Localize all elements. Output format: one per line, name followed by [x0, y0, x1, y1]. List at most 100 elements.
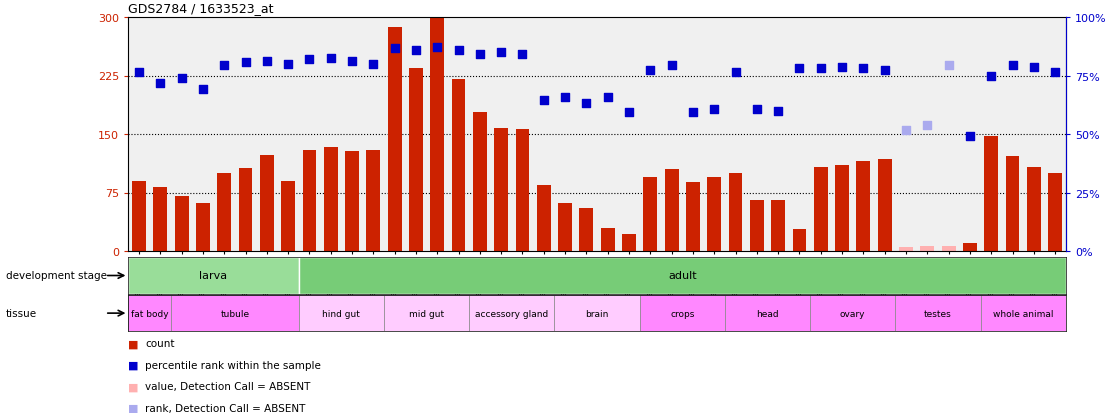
Text: tubule: tubule: [220, 309, 250, 318]
Bar: [856, 161, 870, 252]
Point: [194, 86, 212, 93]
Point: [492, 50, 510, 56]
Text: value, Detection Call = ABSENT: value, Detection Call = ABSENT: [145, 382, 310, 392]
Text: hind gut: hind gut: [323, 309, 360, 318]
Point: [727, 69, 744, 76]
Text: mid gut: mid gut: [410, 309, 444, 318]
Point: [343, 59, 360, 66]
Text: ■: ■: [128, 360, 138, 370]
Point: [663, 63, 681, 69]
Point: [834, 64, 852, 71]
Bar: [516, 129, 529, 252]
Point: [429, 44, 446, 51]
Bar: [981, 296, 1066, 331]
Bar: [128, 257, 299, 294]
Bar: [1006, 157, 1019, 252]
Point: [152, 81, 170, 88]
Text: testes: testes: [924, 309, 952, 318]
Point: [1024, 64, 1042, 71]
Point: [684, 109, 702, 116]
Bar: [384, 296, 469, 331]
Point: [471, 52, 489, 59]
Point: [365, 62, 383, 68]
Bar: [810, 296, 895, 331]
Bar: [431, 18, 444, 252]
Point: [237, 60, 254, 66]
Bar: [239, 168, 252, 252]
Bar: [1048, 173, 1062, 252]
Point: [215, 63, 233, 69]
Bar: [281, 181, 295, 252]
Bar: [835, 166, 849, 252]
Bar: [299, 296, 384, 331]
Bar: [128, 296, 171, 331]
Bar: [878, 159, 892, 252]
Bar: [665, 170, 679, 252]
Text: whole animal: whole animal: [993, 309, 1054, 318]
Text: ■: ■: [128, 403, 138, 413]
Bar: [153, 188, 167, 252]
Point: [300, 57, 318, 63]
Bar: [750, 201, 763, 252]
Bar: [366, 150, 381, 252]
Bar: [324, 148, 338, 252]
Bar: [622, 234, 636, 252]
Point: [1003, 63, 1021, 69]
Bar: [537, 185, 550, 252]
Point: [876, 68, 894, 74]
Point: [897, 128, 915, 134]
Text: tissue: tissue: [6, 309, 37, 318]
Bar: [644, 178, 657, 252]
Bar: [686, 183, 700, 252]
Bar: [494, 128, 508, 252]
Point: [577, 100, 595, 107]
Bar: [639, 296, 725, 331]
Text: count: count: [145, 339, 174, 349]
Text: fat body: fat body: [131, 309, 169, 318]
Point: [513, 52, 531, 59]
Bar: [218, 173, 231, 252]
Text: larva: larva: [200, 271, 228, 281]
Point: [258, 59, 276, 66]
Bar: [302, 150, 316, 252]
Bar: [558, 203, 573, 252]
Bar: [895, 296, 981, 331]
Text: percentile rank within the sample: percentile rank within the sample: [145, 360, 321, 370]
Text: head: head: [757, 309, 779, 318]
Point: [407, 47, 425, 54]
Point: [1046, 69, 1064, 76]
Bar: [899, 247, 913, 252]
Bar: [171, 296, 299, 331]
Bar: [1027, 167, 1041, 252]
Point: [620, 109, 638, 116]
Text: ovary: ovary: [840, 309, 866, 318]
Point: [173, 75, 191, 82]
Point: [599, 94, 617, 101]
Point: [705, 107, 723, 113]
Bar: [792, 230, 807, 252]
Bar: [729, 173, 742, 252]
Bar: [410, 69, 423, 252]
Point: [131, 69, 148, 76]
Point: [535, 98, 552, 104]
Bar: [579, 209, 594, 252]
Text: rank, Detection Call = ABSENT: rank, Detection Call = ABSENT: [145, 403, 306, 413]
Bar: [469, 296, 555, 331]
Bar: [725, 296, 810, 331]
Point: [748, 107, 766, 113]
Bar: [963, 244, 976, 252]
Bar: [452, 80, 465, 252]
Bar: [984, 136, 998, 252]
Bar: [345, 152, 359, 252]
Bar: [942, 246, 955, 252]
Point: [940, 63, 958, 69]
Text: brain: brain: [586, 309, 608, 318]
Point: [279, 62, 297, 68]
Bar: [260, 156, 273, 252]
Bar: [771, 201, 785, 252]
Text: ■: ■: [128, 382, 138, 392]
Bar: [708, 178, 721, 252]
Point: [321, 55, 339, 62]
Bar: [175, 197, 189, 252]
Bar: [473, 113, 487, 252]
